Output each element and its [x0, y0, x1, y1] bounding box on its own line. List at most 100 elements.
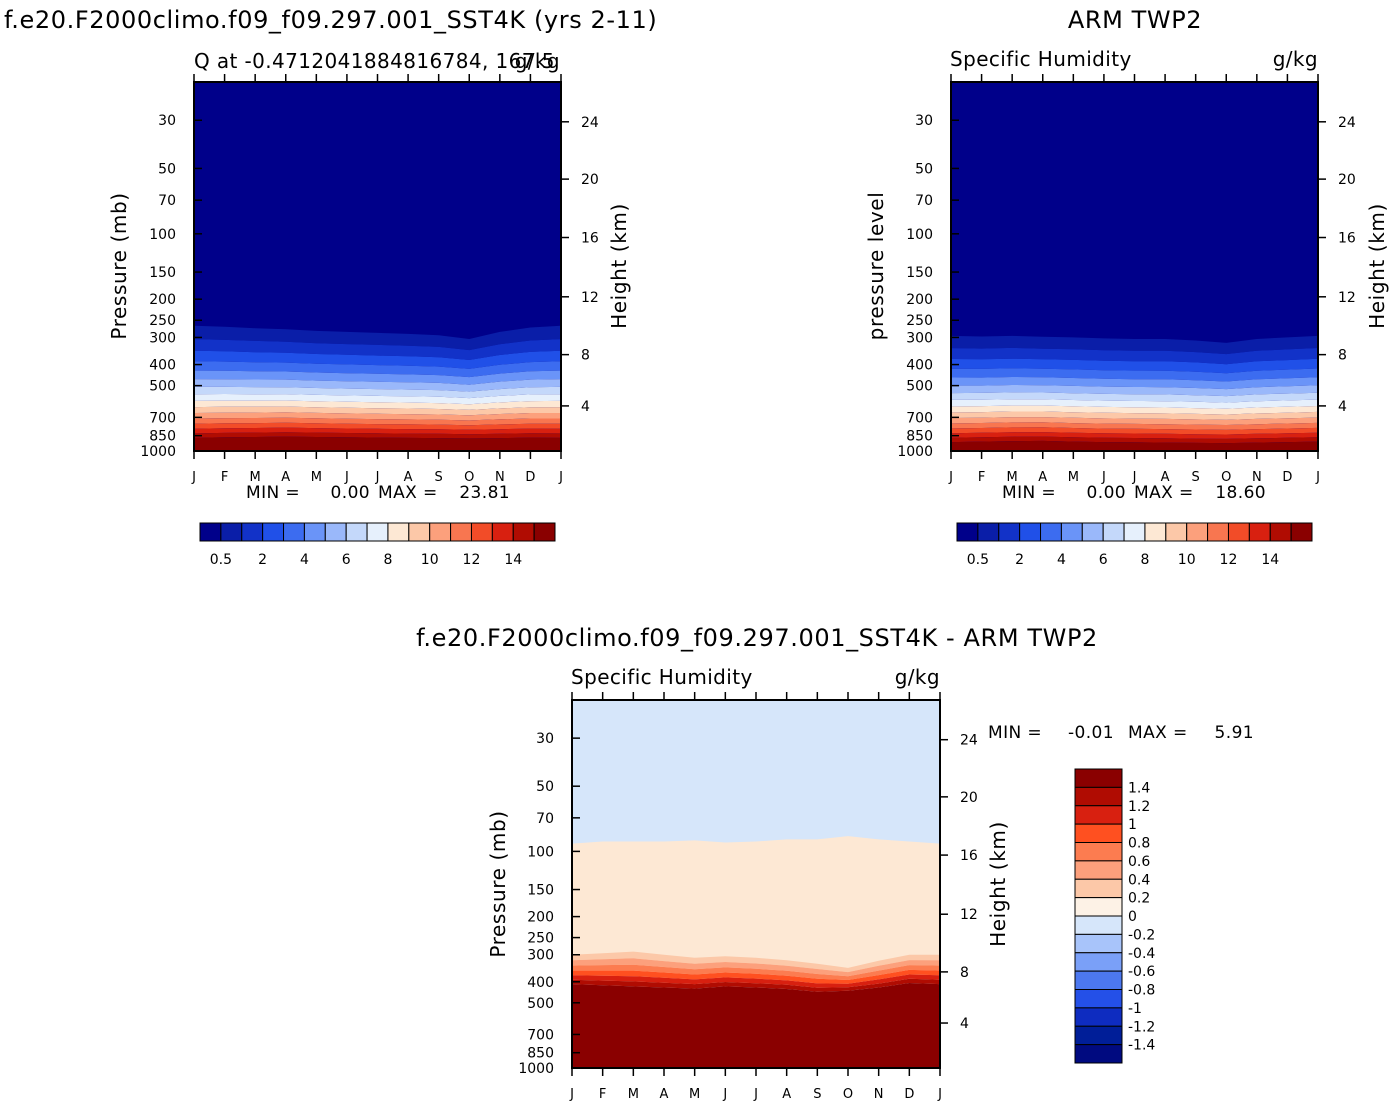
- colorbar-swatch: [1123, 522, 1146, 542]
- colorbar-swatch: [199, 522, 222, 542]
- contour-band: [951, 436, 1318, 444]
- diff-band: [572, 974, 940, 988]
- contour-band: [194, 432, 561, 439]
- colorbar-swatch: [1074, 805, 1123, 825]
- panel-3-colorbar: 1.4 1.2 1 0.8 0.6 0.4 0.2 0 -0.2 -0.4 -0.6 -0.8 -1 -1…: [1074, 768, 1155, 1064]
- panel-3-ytick-right-label: 24: [960, 733, 978, 749]
- colorbar-swatch: [1074, 933, 1123, 954]
- panel-1-ytick-right-label: 4: [581, 399, 590, 415]
- panel-1-title: f.e20.F2000climo.f09_f09.297.001_SST4K (…: [4, 6, 657, 34]
- panel-2-ytick-label: 500: [906, 379, 933, 395]
- colorbar-swatch: [1186, 522, 1209, 542]
- diff-region-large-positive: [572, 983, 940, 1068]
- panel-model: f.e20.F2000climo.f09_f09.297.001_SST4K (…: [4, 6, 657, 568]
- colorbar-swatch: [512, 522, 535, 542]
- panel-1-ytick-label: 70: [158, 193, 176, 209]
- panel-3-max-label: MAX =: [1128, 723, 1188, 743]
- colorbar-label: 0.2: [1128, 891, 1150, 907]
- colorbar-swatch: [324, 522, 347, 542]
- colorbar-swatch: [1074, 878, 1123, 899]
- panel-1-ytick-right-label: 16: [581, 231, 599, 247]
- panel-1-xtick-label: M: [311, 470, 322, 485]
- panel-3-ytick-right-label: 8: [960, 965, 969, 981]
- panel-3-xtick-label: S: [813, 1087, 821, 1102]
- colorbar-label: 0.4: [1128, 872, 1150, 888]
- contour-band: [951, 392, 1318, 403]
- panel-2-ytick-right-label: 20: [1338, 172, 1356, 188]
- panel-1-max-label: MAX =: [378, 483, 438, 503]
- panel-3-title: f.e20.F2000climo.f09_f09.297.001_SST4K -…: [416, 624, 1098, 652]
- panel-1-min-label: MIN =: [246, 483, 300, 503]
- panel-2-ytick-right-label: 16: [1338, 231, 1356, 247]
- panel-1-ytick-label: 50: [158, 161, 176, 177]
- panel-3-xtick-label: J: [937, 1087, 942, 1102]
- panel-3-xtick-label: D: [904, 1087, 914, 1102]
- panel-3-xtick-label: J: [569, 1087, 574, 1102]
- panel-2-min-value: 0.00: [1087, 483, 1126, 503]
- panel-1-max-value: 23.81: [459, 483, 510, 503]
- colorbar-swatch: [366, 522, 389, 542]
- panel-3-xtick-label: O: [843, 1087, 853, 1102]
- colorbar-swatch: [1074, 786, 1123, 807]
- panel-2-units: g/kg: [1273, 47, 1318, 71]
- panel-3-ytick-right-label: 4: [960, 1016, 969, 1032]
- contour-band: [194, 325, 561, 351]
- contour-band: [951, 411, 1318, 420]
- colorbar-label: 0: [1128, 909, 1137, 925]
- diff-band: [572, 978, 940, 992]
- panel-3-ytick-right-label: 12: [960, 907, 978, 923]
- colorbar-swatch: [1074, 970, 1123, 990]
- diff-band: [572, 951, 940, 973]
- panel-3-ylabel-right: Height (km): [986, 821, 1010, 947]
- colorbar-swatch: [1074, 897, 1123, 917]
- panel-2-title: ARM TWP2: [1068, 6, 1202, 34]
- colorbar-label: -1: [1128, 1001, 1142, 1017]
- panel-2-ytick-label: 1000: [897, 444, 933, 460]
- panel-3-ytick-label: 250: [527, 931, 554, 947]
- panel-2-xtick-label: O: [1221, 470, 1231, 485]
- panel-3-ytick-right-label: 16: [960, 848, 978, 864]
- colorbar-label: 14: [1261, 552, 1279, 568]
- panel-3-xtick-label: A: [782, 1087, 791, 1102]
- colorbar-swatch: [283, 522, 305, 542]
- panel-3-xtick-label: N: [874, 1087, 884, 1102]
- colorbar-label: 12: [463, 552, 481, 568]
- colorbar-swatch: [1074, 823, 1123, 843]
- contour-band: [194, 361, 561, 378]
- panel-1-ytick-label: 1000: [140, 444, 176, 460]
- panel-1-ytick-right-label: 12: [581, 290, 599, 306]
- colorbar-swatch: [1074, 860, 1123, 880]
- panel-1-ytick-label: 700: [149, 410, 176, 426]
- panel-2-ytick-label: 250: [906, 313, 933, 329]
- panel-1-xtick-label: J: [344, 470, 349, 485]
- panel-1-ytick-right-label: 20: [581, 172, 599, 188]
- panel-2-max-value: 18.60: [1215, 483, 1266, 503]
- diff-region-small-positive: [572, 836, 940, 992]
- panel-diff: f.e20.F2000climo.f09_f09.297.001_SST4K -…: [416, 624, 1254, 1102]
- panel-2-ytick-right-label: 12: [1338, 290, 1356, 306]
- colorbar-label: 10: [421, 552, 439, 568]
- panel-2-xtick-label: J: [1132, 470, 1137, 485]
- panel-2-ytick-label: 300: [906, 330, 933, 346]
- panel-2-xtick-label: A: [1161, 470, 1170, 485]
- panel-2-ytick-label: 400: [906, 358, 933, 374]
- panel-1-xtick-label: A: [404, 470, 413, 485]
- contour-band: [951, 432, 1318, 439]
- colorbar-swatch: [491, 522, 514, 542]
- panel-1-ylabel: Pressure (mb): [107, 192, 131, 339]
- panel-2-ytick-label: 200: [906, 292, 933, 308]
- panel-3-ytick-label: 30: [536, 731, 554, 747]
- contour-band: [951, 440, 1318, 451]
- colorbar-swatch: [956, 522, 979, 542]
- colorbar-swatch: [1074, 1007, 1123, 1027]
- panel-3-ylabel: Pressure (mb): [486, 810, 510, 957]
- panel-1-ytick-right-label: 24: [581, 115, 599, 131]
- colorbar-swatch: [533, 522, 556, 542]
- colorbar-label: 4: [300, 552, 309, 568]
- panel-2-ytick-right-label: 8: [1338, 348, 1347, 364]
- colorbar-swatch: [1248, 522, 1271, 542]
- panel-3-ytick-label: 150: [527, 883, 554, 899]
